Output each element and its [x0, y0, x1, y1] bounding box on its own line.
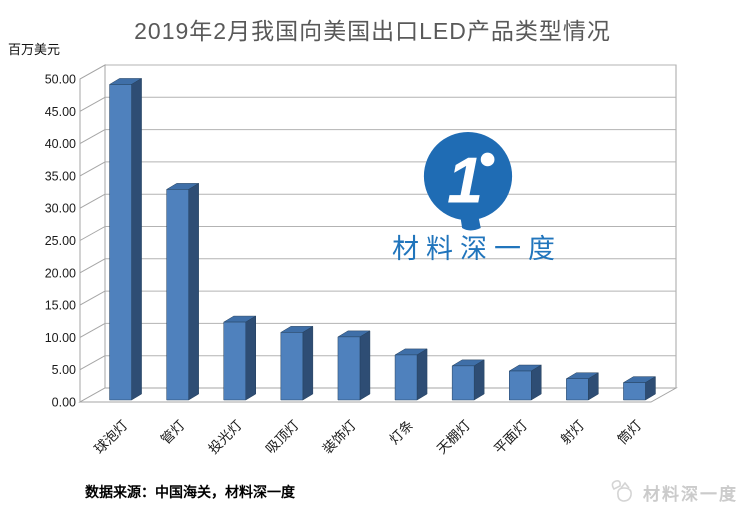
- brand-logo-icon: 1: [423, 132, 513, 231]
- svg-text:1: 1: [447, 144, 483, 217]
- axis-tick: [79, 226, 106, 241]
- x-category-label: 球泡灯: [91, 418, 130, 457]
- bar-射灯: [565, 372, 600, 401]
- bar-灯条: [394, 348, 428, 401]
- axis-tick: [79, 96, 106, 112]
- x-category-label: 灯条: [386, 416, 417, 447]
- y-tick-label: 20.00: [45, 266, 76, 280]
- axis-tick: [79, 322, 106, 338]
- x-category-label: 射灯: [558, 418, 588, 448]
- y-tick-label: 15.00: [45, 299, 76, 313]
- x-category-label: 吸顶灯: [263, 418, 302, 457]
- paper-bird-icon: [611, 480, 632, 502]
- axis-tick: [79, 161, 106, 177]
- y-tick-label: 0.00: [52, 396, 76, 410]
- bar-球泡灯: [108, 77, 143, 401]
- y-tick-label: 30.00: [45, 202, 76, 216]
- y-tick-label: 5.00: [52, 363, 76, 377]
- x-category-label: 投光灯: [206, 418, 245, 457]
- footer-brand-text: 材料深一度: [643, 484, 738, 504]
- axis-tick: [79, 258, 106, 274]
- source-note: 数据来源：中国海关，材料深一度: [85, 484, 295, 500]
- y-tick-label: 35.00: [45, 169, 76, 183]
- x-category-label: 筒灯: [614, 417, 644, 447]
- y-tick-label: 45.00: [45, 105, 76, 119]
- x-category-label: 装饰灯: [320, 418, 359, 457]
- axis-tick: [79, 355, 106, 371]
- y-tick-label: 10.00: [45, 331, 76, 345]
- y-tick-label: 50.00: [45, 73, 76, 87]
- chart-title: 2019年2月我国向美国出口LED产品类型情况: [134, 18, 611, 44]
- y-tick-label: 40.00: [45, 137, 76, 151]
- watermark-brand-text: 材料深一度: [392, 234, 562, 264]
- y-axis-unit-label: 百万美元: [8, 42, 61, 57]
- axis-tick: [79, 129, 106, 145]
- bar-吸顶灯: [279, 325, 314, 401]
- bar-天棚灯: [451, 359, 486, 401]
- plot-area: 50.0045.0040.0035.0030.0025.0020.0015.00…: [45, 64, 678, 457]
- bar-投光灯: [222, 315, 257, 401]
- y-tick-label: 25.00: [45, 234, 76, 248]
- x-category-label: 平面灯: [491, 418, 530, 457]
- bar-筒灯: [622, 376, 657, 401]
- axis-tick: [79, 193, 106, 209]
- axis-tick: [79, 64, 106, 80]
- bar-装饰灯: [337, 330, 371, 401]
- footer-brand: 材料深一度: [608, 479, 738, 505]
- x-category-label: 管灯: [158, 418, 188, 448]
- axis-tick: [79, 290, 106, 306]
- bar-平面灯: [508, 364, 543, 401]
- bar-管灯: [165, 182, 200, 401]
- x-category-label: 天棚灯: [434, 418, 473, 457]
